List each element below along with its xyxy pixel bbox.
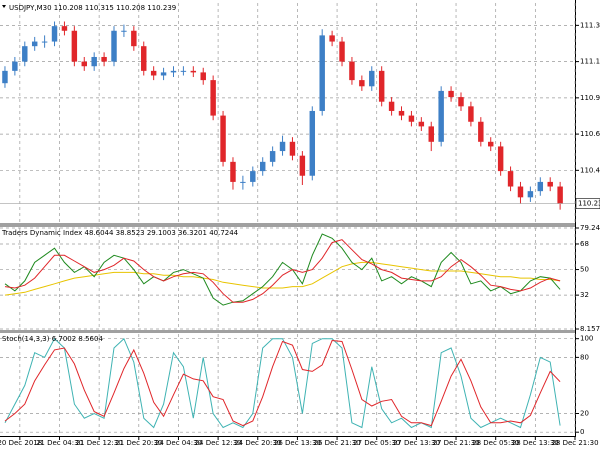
x-tick-label: 21 Dec 04:30 bbox=[36, 439, 83, 447]
x-tick-label: 28 Dec 05:30 bbox=[472, 439, 519, 447]
y-tick-label: 80 bbox=[580, 353, 589, 361]
candle-body bbox=[170, 70, 177, 73]
x-tick-label: 28 Dec 13:30 bbox=[512, 439, 559, 447]
x-tick-label: 24 Dec 20:30 bbox=[234, 439, 281, 447]
candle-body bbox=[240, 181, 246, 183]
candle-body bbox=[230, 161, 236, 182]
y-tick-label: 20 bbox=[580, 409, 589, 417]
candle-body bbox=[497, 146, 504, 172]
candle-body bbox=[91, 56, 97, 67]
candle-body bbox=[299, 155, 306, 176]
x-tick-label: 20 Dec 2018 bbox=[0, 439, 42, 447]
candle-body bbox=[71, 30, 78, 62]
candle-body bbox=[259, 161, 266, 172]
y-tick-label: 50 bbox=[580, 266, 589, 274]
candle-body bbox=[388, 101, 395, 111]
candle-body bbox=[438, 90, 444, 142]
candle-body bbox=[61, 26, 68, 31]
candle-body bbox=[339, 41, 345, 62]
candle-body bbox=[527, 191, 534, 198]
candle-body bbox=[210, 80, 216, 116]
candle-body bbox=[507, 171, 514, 187]
candle-body bbox=[349, 61, 355, 81]
candle-body bbox=[378, 70, 385, 102]
y-tick-label: 68 bbox=[580, 240, 589, 248]
panel-title: USDJPY,M30 110.208 110.315 110.208 110.2… bbox=[9, 4, 176, 12]
candle-body bbox=[537, 181, 544, 192]
y-tick-label: 110.925 bbox=[580, 94, 600, 102]
x-tick-label: 24 Dec 12:30 bbox=[195, 439, 242, 447]
candle-body bbox=[488, 141, 494, 147]
panel-separator bbox=[0, 223, 576, 227]
candle-body bbox=[279, 141, 286, 152]
candle-body bbox=[408, 115, 415, 122]
indicator-line bbox=[4, 337, 561, 429]
candle-body bbox=[150, 70, 157, 76]
x-tick-label: 28 Dec 21:30 bbox=[551, 439, 598, 447]
y-tick-label: 111.160 bbox=[580, 58, 600, 66]
candle-body bbox=[448, 90, 454, 98]
candle-body bbox=[478, 121, 484, 142]
x-tick-label: 21 Dec 20:30 bbox=[115, 439, 162, 447]
candle-body bbox=[200, 72, 206, 81]
candle-body bbox=[22, 46, 28, 62]
candle-body bbox=[141, 46, 147, 71]
candle-body bbox=[111, 30, 117, 62]
panel-title: Traders Dynamic Index 48.6044 38.8523 29… bbox=[1, 229, 239, 237]
candle-body bbox=[101, 56, 107, 62]
candle-body bbox=[458, 97, 464, 107]
y-tick-label: 111.395 bbox=[580, 21, 600, 29]
candle-body bbox=[269, 151, 276, 162]
x-tick-label: 27 Dec 05:30 bbox=[353, 439, 400, 447]
last-price-box bbox=[575, 198, 600, 209]
x-tick-label: 24 Dec 04:30 bbox=[155, 439, 202, 447]
panel-separator bbox=[0, 330, 576, 333]
candle-body bbox=[121, 30, 127, 32]
candle-body bbox=[180, 70, 187, 72]
y-tick-label: 79.2472 bbox=[580, 224, 600, 232]
candle-body bbox=[220, 115, 226, 162]
last-price-label: 110.239 bbox=[578, 200, 600, 208]
candle-body bbox=[160, 72, 167, 76]
candle-body bbox=[131, 30, 137, 47]
y-tick-label: 100 bbox=[580, 335, 593, 343]
x-tick-label: 21 Dec 12:30 bbox=[76, 439, 123, 447]
candle-body bbox=[418, 121, 425, 127]
candle-body bbox=[557, 186, 563, 204]
candle-body bbox=[81, 61, 87, 67]
x-tick-label: 27 Dec 13:30 bbox=[393, 439, 440, 447]
candle-body bbox=[398, 110, 405, 116]
candle-body bbox=[31, 41, 38, 47]
x-tick-label: 26 Dec 21:30 bbox=[314, 439, 361, 447]
candle-body bbox=[329, 35, 335, 42]
candle-body bbox=[547, 181, 553, 187]
candle-body bbox=[41, 41, 48, 43]
candle-body bbox=[2, 70, 8, 84]
y-tick-label: 32 bbox=[580, 291, 589, 299]
y-tick-label: 0 bbox=[580, 428, 584, 436]
candle-body bbox=[517, 186, 524, 198]
candle-body bbox=[250, 171, 256, 182]
y-tick-label: 110.690 bbox=[580, 130, 600, 138]
panel-title: Stoch(14,3,3) 6.7002 8.5604 bbox=[2, 335, 103, 343]
x-tick-label: 27 Dec 21:30 bbox=[432, 439, 479, 447]
candle-body bbox=[369, 70, 375, 87]
y-tick-label: 110.455 bbox=[580, 166, 600, 174]
candle-body bbox=[319, 35, 325, 111]
menu-triangle bbox=[2, 5, 6, 8]
candle-body bbox=[190, 70, 197, 73]
indicator-line bbox=[4, 339, 561, 427]
indicator-line bbox=[4, 261, 561, 296]
candle-body bbox=[468, 106, 474, 122]
x-tick-label: 26 Dec 13:30 bbox=[274, 439, 321, 447]
candle-body bbox=[51, 26, 58, 42]
candle-body bbox=[12, 61, 18, 71]
candle-body bbox=[289, 141, 296, 156]
indicator-line bbox=[4, 239, 561, 303]
candle-body bbox=[309, 110, 316, 176]
candle-body bbox=[359, 80, 365, 87]
candle-body bbox=[428, 126, 434, 142]
